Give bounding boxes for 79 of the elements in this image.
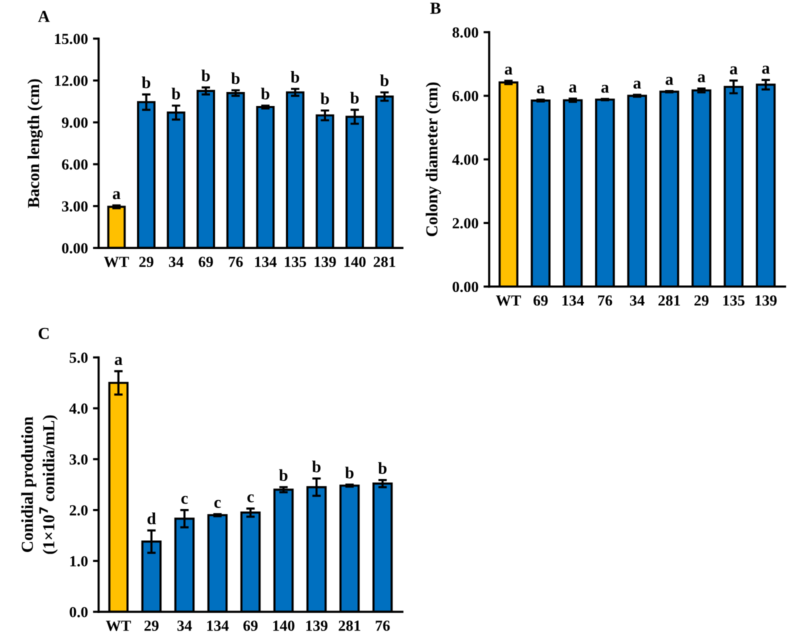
chart-title: C (38, 328, 49, 340)
x-tick-label: 134 (207, 620, 229, 631)
y-axis-title: Colony diameter (cm) (426, 82, 441, 236)
x-tick-label: 69 (534, 295, 548, 306)
x-tick-label: 29 (694, 295, 709, 306)
y-axis-title: Bacon length (cm) (27, 79, 43, 208)
x-tick-label: 34 (168, 256, 184, 268)
x-tick-label: 135 (284, 256, 306, 268)
x-tick-label: 140 (273, 620, 294, 631)
annotation: b (320, 92, 329, 104)
y-tick-label: 2.0 (70, 505, 88, 516)
y-tick-label: 3.0 (70, 454, 88, 465)
x-tick-label: 29 (144, 620, 159, 631)
annotation: a (698, 74, 706, 82)
annotation: a (730, 66, 738, 74)
annotation: b (378, 462, 387, 474)
y-tick-label: 3.00 (62, 201, 88, 212)
chart-title: B (430, 2, 441, 14)
y-tick-label: 4.0 (69, 403, 88, 414)
annotation: b (345, 466, 354, 478)
x-tick-label: 139 (306, 620, 328, 631)
annotation: a (504, 66, 512, 75)
y-tick-label: 1.0 (70, 556, 88, 566)
x-tick-label: 134 (562, 295, 584, 306)
x-tick-label: WT (496, 296, 521, 306)
y-tick-label: 9.00 (62, 118, 88, 128)
y-tick-label: 0.0 (70, 606, 88, 618)
x-tick-label: 34 (630, 295, 644, 306)
y-tick-label: 4.00 (452, 154, 478, 165)
annotation: b (201, 70, 210, 82)
annotation: c (181, 496, 188, 504)
annotation: b (380, 74, 388, 86)
y-axis-title: Conidial prodution (1×10$^{7}$ conidia/mL) (21, 415, 58, 554)
x-tick-label: 69 (243, 620, 258, 631)
annotation: c (247, 494, 254, 502)
y-tick-label: 6.00 (62, 159, 88, 170)
x-tick-label: 76 (376, 620, 390, 631)
x-tick-label: 134 (255, 256, 277, 268)
y-tick-label: 0.00 (452, 282, 478, 292)
annotation: a (601, 84, 609, 93)
y-tick-label: 12.00 (55, 76, 88, 86)
x-tick-label: 281 (374, 256, 396, 268)
x-tick-label: 140 (344, 256, 366, 268)
y-tick-label: 6.00 (452, 90, 478, 102)
annotation: b (172, 88, 180, 100)
annotation: a (762, 66, 770, 74)
x-tick-label: 139 (314, 256, 336, 268)
annotation: b (279, 469, 288, 481)
x-tick-label: 135 (723, 295, 744, 306)
x-tick-label: WT (106, 620, 131, 631)
annotation: b (260, 88, 270, 100)
y-tick-label: 5.0 (70, 352, 88, 363)
annotation: a (569, 84, 577, 92)
x-tick-label: 34 (177, 620, 192, 631)
y-tick-label: 2.00 (452, 218, 478, 229)
x-tick-label: 281 (338, 620, 360, 631)
annotation: b (312, 460, 321, 472)
x-tick-label: 76 (228, 256, 243, 268)
x-tick-label: 281 (658, 295, 680, 306)
annotation: a (666, 76, 674, 85)
annotation: a (633, 80, 642, 89)
annotation: b (290, 70, 300, 83)
x-tick-label: 139 (756, 295, 777, 306)
annotation: b (231, 72, 240, 84)
annotation: d (147, 512, 156, 524)
annotation: b (350, 92, 359, 104)
annotation: a (537, 85, 545, 94)
annotation: c (214, 500, 221, 508)
chart-title: A (38, 10, 50, 22)
x-tick-label: 29 (139, 256, 154, 268)
x-tick-label: 69 (198, 256, 213, 268)
y-tick-label: 15.00 (55, 34, 88, 44)
y-tick-label: 0.00 (62, 243, 88, 254)
x-tick-label: WT (104, 256, 129, 268)
annotation: a (114, 357, 122, 365)
annotation: b (142, 76, 150, 88)
annotation: a (112, 191, 120, 200)
y-tick-label: 8.00 (452, 27, 478, 38)
x-tick-label: 76 (598, 295, 612, 306)
